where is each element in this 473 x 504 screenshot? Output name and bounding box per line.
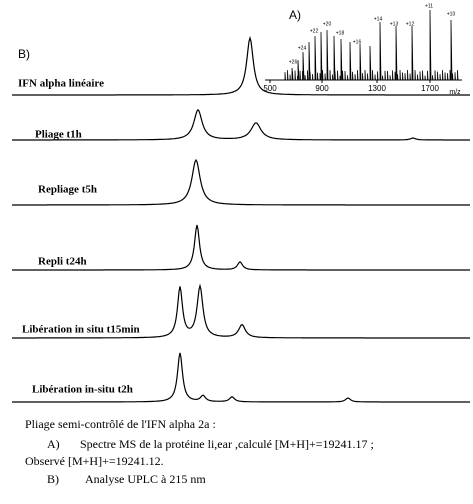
ms-tick-label: 1300 (368, 84, 386, 93)
charge-label: +24 (298, 45, 307, 51)
charge-label: +16 (353, 39, 362, 45)
trace-label: Libération in situ t15min (22, 324, 140, 336)
charge-label: +10 (447, 11, 456, 17)
trace (12, 35, 470, 96)
trace (12, 224, 470, 271)
ms-spectrum (265, 9, 459, 81)
caption-text: Observé [M+H]+=19241.12. (25, 454, 164, 468)
caption-text: Analyse UPLC à 215 nm (85, 472, 206, 486)
panel-label: B) (18, 47, 30, 61)
charge-label: +20 (323, 21, 332, 27)
caption-text: Spectre MS de la protéine li,ear ,calcul… (80, 437, 374, 451)
trace-label: Pliage t1h (35, 129, 82, 141)
trace (12, 158, 470, 206)
charge-label: +11 (425, 3, 433, 9)
caption-title: Pliage semi-contrôlé de l'IFN alpha 2a : (25, 417, 216, 431)
trace (12, 108, 470, 141)
trace (12, 352, 470, 403)
ms-axis-label: m/z (449, 89, 461, 96)
trace (12, 283, 470, 339)
trace-label: Repli t24h (38, 256, 87, 268)
charge-label: +13 (390, 21, 399, 27)
charge-label: +14 (374, 16, 383, 22)
charge-label: +12 (406, 21, 415, 27)
ms-tick-label: 900 (315, 84, 329, 93)
caption-marker: B) (47, 472, 59, 486)
trace-label: Repliage t5h (38, 184, 97, 196)
caption-marker: A) (47, 437, 60, 451)
ms-tick-label: 500 (263, 84, 277, 93)
ms-tick-label: 1700 (421, 84, 439, 93)
trace-label: IFN alpha linéaire (18, 78, 104, 90)
charge-label: +26 (289, 59, 298, 65)
trace-label: Libération in-situ t2h (32, 384, 133, 396)
charge-label: +18 (336, 30, 345, 36)
panel-label: A) (289, 8, 301, 22)
charge-label: +22 (310, 28, 319, 34)
